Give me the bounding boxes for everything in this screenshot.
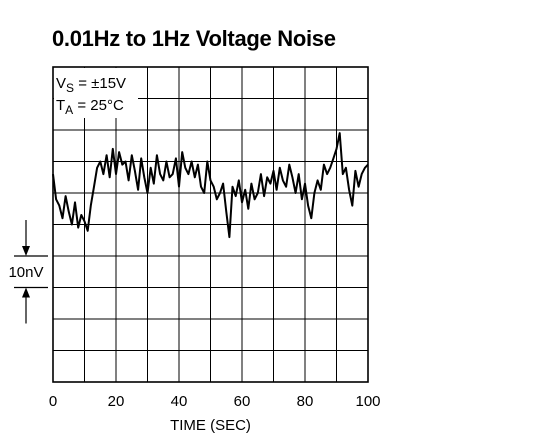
- scale-arrow-down-head: [22, 246, 30, 256]
- x-tick-labels: 0 20 40 60 80 100: [49, 393, 381, 410]
- x-tick-label: 0: [49, 393, 57, 410]
- x-tick-label: 100: [355, 393, 380, 410]
- supply-condition: VS = ±15V: [56, 75, 126, 95]
- grid: [53, 67, 368, 382]
- x-tick-label: 20: [108, 393, 125, 410]
- supply-subscript: S: [66, 81, 74, 95]
- x-axis-label: TIME (SEC): [170, 417, 251, 434]
- x-tick-label: 80: [297, 393, 314, 410]
- temperature-condition: TA = 25°C: [56, 97, 124, 117]
- temperature-subscript: A: [65, 103, 73, 117]
- temperature-prefix: T: [56, 97, 65, 114]
- conditions-box: [54, 68, 138, 118]
- noise-trace: [52, 132, 369, 239]
- scale-marker: [14, 220, 48, 324]
- supply-prefix: V: [56, 75, 66, 92]
- scale-label: 10nV: [8, 264, 43, 281]
- plot-border: [52, 66, 369, 383]
- temperature-value: = 25°C: [73, 97, 124, 114]
- chart-title: 0.01Hz to 1Hz Voltage Noise: [52, 26, 336, 51]
- supply-value: = ±15V: [74, 75, 126, 92]
- x-tick-label: 40: [171, 393, 188, 410]
- scale-arrow-up-head: [22, 287, 30, 298]
- x-tick-label: 60: [234, 393, 251, 410]
